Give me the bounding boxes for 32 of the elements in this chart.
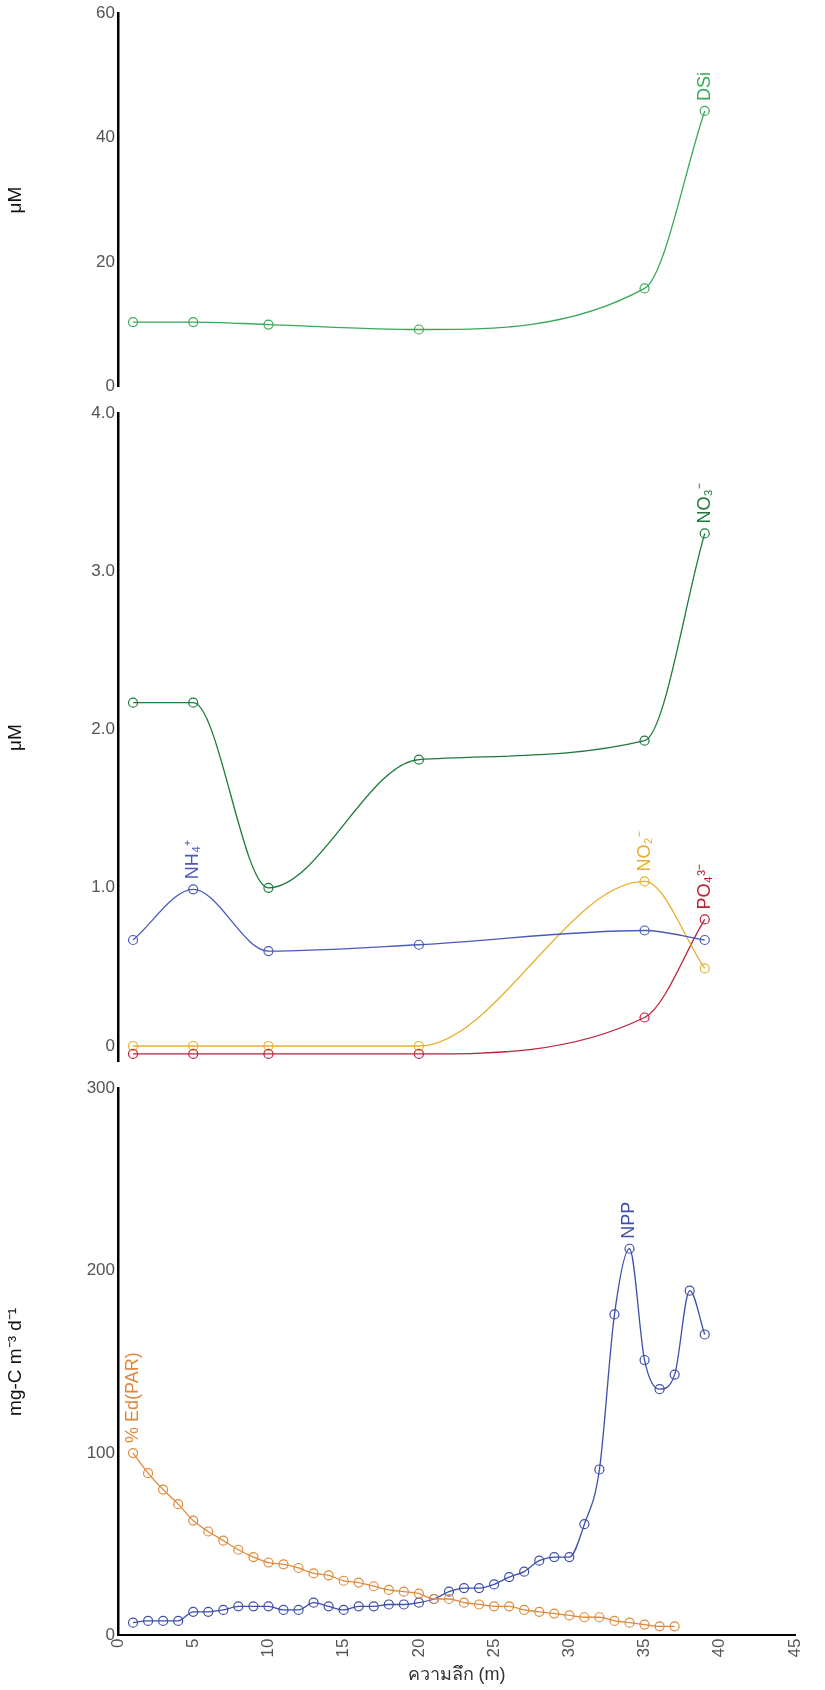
text: NPP — [618, 1201, 639, 1239]
x-tick-label: 40 — [709, 1638, 729, 1658]
text: % Ed(PAR) — [122, 1352, 143, 1444]
text: DSi — [693, 71, 714, 101]
x-tick-label: 10 — [258, 1638, 278, 1658]
x-axis-title: ความลึก (m) — [407, 1664, 506, 1685]
y-tick-label: 300 — [86, 1077, 115, 1097]
text: NO₂⁻ — [633, 831, 654, 872]
y-axis-title: mg-C m⁻³ d⁻¹ — [3, 1307, 25, 1416]
x-tick-label: 30 — [559, 1638, 579, 1658]
x-tick-label: 45 — [784, 1638, 804, 1658]
x-tick-label: 5 — [182, 1638, 202, 1648]
y-tick-label: 3.0 — [91, 561, 115, 581]
y-tick-label: 4.0 — [91, 402, 115, 422]
y-axis-title: μM — [3, 724, 25, 751]
y-tick-label: 0 — [105, 376, 115, 396]
y-tick-label: 100 — [86, 1442, 115, 1462]
y-tick-label: 60 — [96, 2, 115, 22]
text: PO₄³⁻ — [693, 864, 714, 910]
y-tick-label: 0 — [105, 1035, 115, 1055]
text: NO₃⁻ — [693, 483, 714, 524]
x-tick-label: 15 — [333, 1638, 353, 1658]
y-axis-title: μM — [3, 186, 25, 214]
x-tick-label: 35 — [634, 1638, 654, 1658]
text: NH₄⁺ — [182, 840, 203, 880]
y-tick-label: 200 — [86, 1260, 115, 1280]
y-tick-label: 20 — [96, 251, 115, 271]
y-tick-label: 40 — [96, 127, 115, 147]
x-tick-label: 20 — [408, 1638, 428, 1658]
y-tick-label: 2.0 — [91, 719, 115, 739]
x-tick-label: 25 — [483, 1638, 503, 1658]
y-tick-label: 1.0 — [91, 877, 115, 897]
